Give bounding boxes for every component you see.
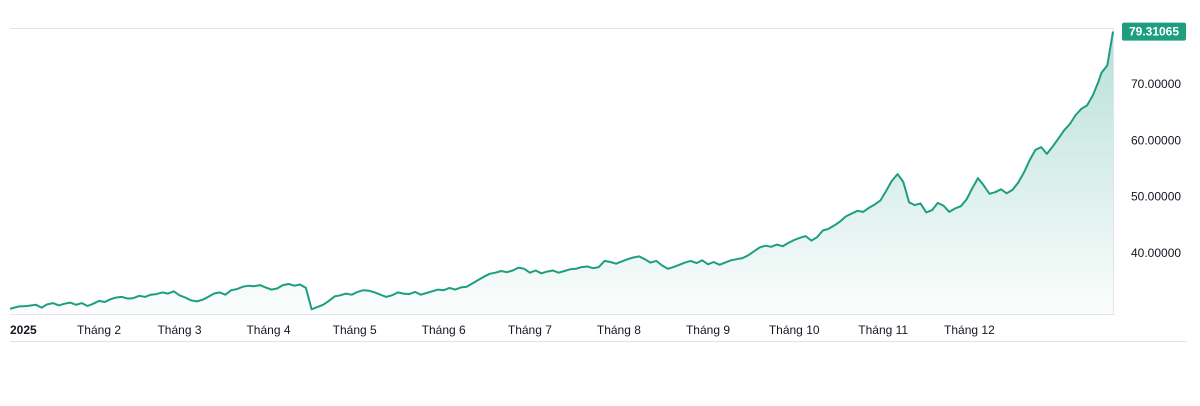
x-tick-label: Tháng 8 (597, 323, 641, 337)
x-tick-label: Tháng 3 (157, 323, 201, 337)
x-tick-label: Tháng 6 (422, 323, 466, 337)
last-price-label: 79.31065 (1129, 25, 1179, 39)
y-tick-label: 60.00000 (1131, 133, 1181, 147)
y-axis: 40.00000 50.00000 60.00000 70.00000 (1131, 77, 1181, 260)
x-tick-label: Tháng 10 (769, 323, 820, 337)
last-price-badge: 79.31065 (1122, 22, 1186, 41)
x-axis: 2025 Tháng 2 Tháng 3 Tháng 4 Tháng 5 Tháng 6 T… (10, 323, 995, 337)
y-tick-label: 70.00000 (1131, 77, 1181, 91)
x-tick-label: Tháng 4 (246, 323, 290, 337)
x-tick-label: Tháng 12 (944, 323, 995, 337)
x-tick-label: Tháng 5 (333, 323, 377, 337)
y-tick-label: 40.00000 (1131, 246, 1181, 260)
x-tick-label: Tháng 11 (858, 323, 908, 337)
x-tick-label: Tháng 2 (77, 323, 121, 337)
x-tick-label: Tháng 7 (508, 323, 552, 337)
price-line (9, 31, 1114, 311)
x-tick-label: 2025 (10, 323, 37, 337)
y-tick-label: 50.00000 (1131, 190, 1181, 204)
last-price-badge-bg (1122, 22, 1186, 41)
area-fill (10, 31, 1113, 313)
x-tick-label: Tháng 9 (686, 323, 730, 337)
